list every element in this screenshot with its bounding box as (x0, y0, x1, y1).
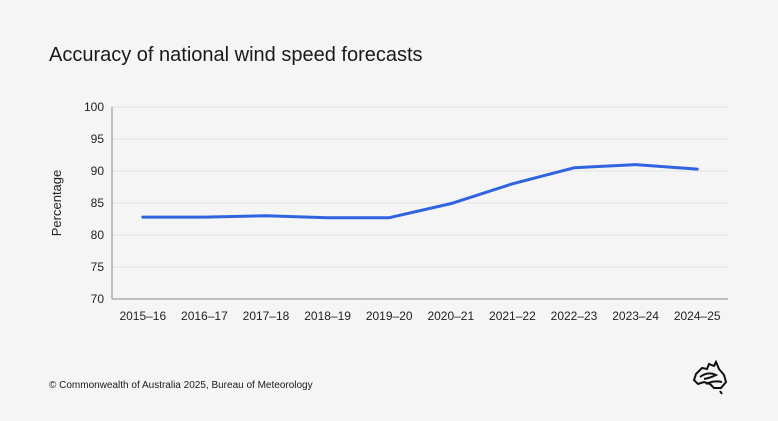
x-tick-label: 2023–24 (612, 309, 659, 323)
x-tick-label: 2024–25 (674, 309, 721, 323)
x-tick-label: 2017–18 (243, 309, 290, 323)
y-axis-label: Percentage (49, 170, 64, 237)
australia-map-logo-icon (692, 360, 728, 395)
y-tick-label: 80 (91, 228, 105, 242)
x-tick-label: 2022–23 (551, 309, 598, 323)
y-tick-label: 95 (91, 132, 105, 146)
x-tick-label: 2015–16 (119, 309, 166, 323)
x-tick-label: 2021–22 (489, 309, 536, 323)
y-tick-label: 75 (91, 260, 105, 274)
chart-title: Accuracy of national wind speed forecast… (49, 44, 423, 66)
x-tick-label: 2018–19 (304, 309, 351, 323)
series-line (141, 163, 699, 220)
x-tick-label: 2016–17 (181, 309, 228, 323)
copyright-footer: © Commonwealth of Australia 2025, Bureau… (49, 380, 313, 391)
x-tick-label: 2019–20 (366, 309, 413, 323)
y-tick-label: 70 (91, 292, 105, 306)
y-tick-label: 100 (84, 100, 104, 114)
y-tick-label: 90 (91, 164, 105, 178)
x-tick-label: 2020–21 (427, 309, 474, 323)
y-tick-label: 85 (91, 196, 105, 210)
